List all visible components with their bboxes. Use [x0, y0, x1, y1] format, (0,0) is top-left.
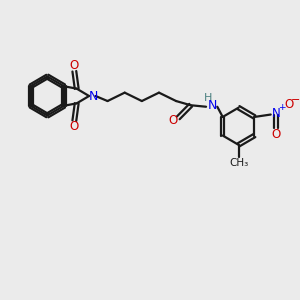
Text: H: H [204, 93, 213, 103]
Text: O: O [168, 114, 178, 127]
Text: −: − [291, 95, 300, 105]
Text: O: O [70, 59, 79, 72]
Text: +: + [278, 103, 285, 112]
Text: O: O [272, 128, 281, 141]
Text: N: N [208, 99, 217, 112]
Text: N: N [89, 89, 98, 103]
Text: O: O [70, 120, 79, 133]
Text: O: O [284, 98, 294, 110]
Text: CH₃: CH₃ [230, 158, 249, 168]
Text: N: N [272, 106, 280, 119]
